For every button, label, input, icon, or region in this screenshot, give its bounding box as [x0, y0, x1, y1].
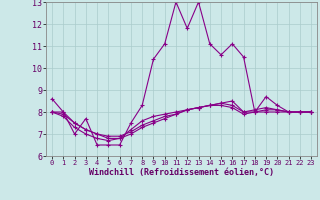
X-axis label: Windchill (Refroidissement éolien,°C): Windchill (Refroidissement éolien,°C) — [89, 168, 274, 177]
